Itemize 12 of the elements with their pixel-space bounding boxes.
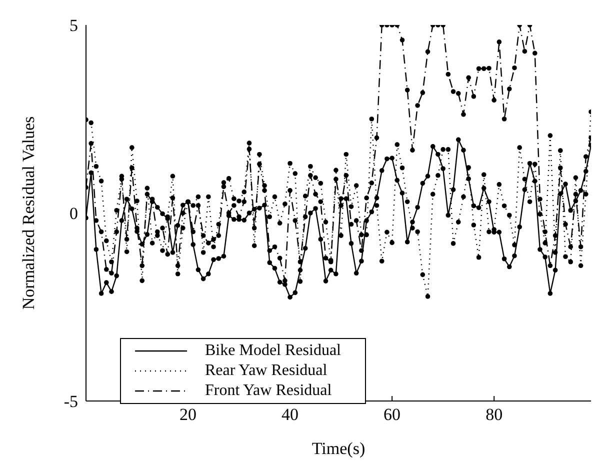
x-tick-label: 40: [282, 405, 299, 424]
x-tick-label: 20: [180, 405, 197, 424]
x-axis-title: Time(s): [312, 439, 366, 458]
legend-label: Bike Model Residual: [205, 342, 341, 360]
y-tick-label: -5: [64, 392, 78, 412]
legend-label: Rear Yaw Residual: [205, 362, 328, 380]
y-tick-label: 0: [70, 204, 78, 224]
x-tick-label: 60: [384, 405, 401, 424]
x-tick-label: 80: [486, 405, 503, 424]
y-tick-label: 5: [70, 16, 78, 36]
legend-label: Front Yaw Residual: [205, 382, 332, 400]
y-axis-title: Normalized Residual Values: [19, 116, 38, 310]
